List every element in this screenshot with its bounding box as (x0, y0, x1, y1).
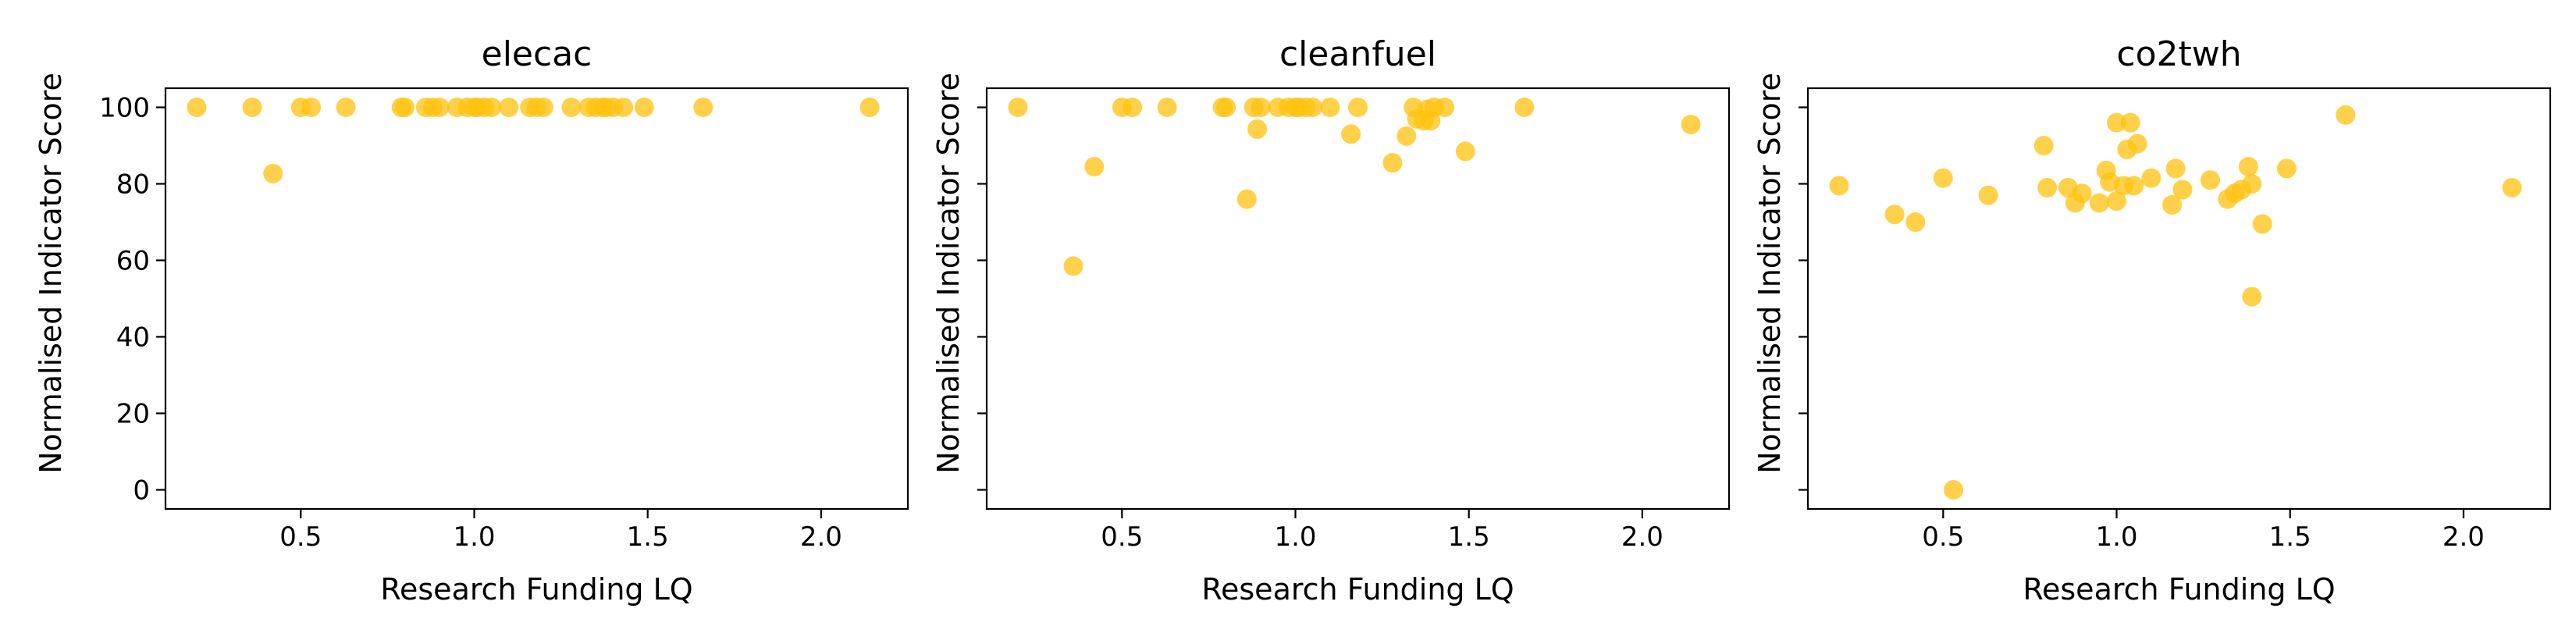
data-point (1063, 256, 1083, 276)
y-axis-label: Normalised Indicator Score (1752, 73, 1787, 474)
x-tick-label: 2.0 (2443, 521, 2485, 553)
data-point (2127, 133, 2147, 154)
data-point (242, 98, 262, 117)
x-tick-label: 1.5 (627, 521, 669, 553)
data-point (634, 98, 654, 117)
y-tick-label: 80 (116, 169, 150, 201)
data-point (1435, 98, 1455, 117)
y-axis-label: Normalised Indicator Score (34, 73, 68, 474)
axes-frame (164, 87, 909, 511)
data-point (1455, 141, 1475, 162)
data-point (1320, 98, 1340, 117)
x-tick-label: 0.5 (279, 521, 322, 553)
data-point (2276, 158, 2297, 179)
x-tick-label: 1.0 (2095, 521, 2137, 553)
data-point (1905, 212, 1926, 232)
data-point (2502, 177, 2522, 197)
x-tick-label: 1.5 (1448, 521, 1490, 553)
x-axis-label: Research Funding LQ (2023, 572, 2335, 607)
y-tick-label: 0 (133, 475, 150, 507)
data-point (1514, 98, 1535, 117)
axes-frame (985, 87, 1731, 511)
data-point (561, 98, 582, 117)
data-point (1251, 98, 1271, 117)
data-point (1382, 153, 1403, 173)
data-point (336, 98, 356, 117)
data-point (2124, 176, 2144, 196)
y-tick-label: 100 (99, 93, 150, 124)
data-point (2072, 183, 2092, 204)
data-point (2107, 112, 2126, 133)
panel-co2twh: co2twh Normalised Indicator Score Resear… (1752, 34, 2552, 607)
data-point (2336, 105, 2356, 125)
data-point (2120, 112, 2140, 133)
data-point (1978, 185, 1998, 205)
x-tick-label: 0.5 (1101, 521, 1143, 553)
x-tick-label: 1.0 (1274, 521, 1316, 553)
panel-title: cleanfuel (1279, 34, 1436, 74)
data-point (533, 98, 553, 117)
data-point (187, 98, 207, 117)
data-point (2033, 136, 2054, 155)
data-point (1829, 176, 1849, 196)
data-point (1397, 126, 1417, 146)
data-point (1157, 98, 1177, 117)
y-tick-label: 40 (116, 322, 150, 354)
data-point (2141, 168, 2161, 188)
data-point (1933, 168, 1953, 188)
y-tick-label: 20 (116, 399, 150, 430)
data-point (1341, 124, 1361, 144)
data-point (1681, 115, 1701, 134)
data-point (301, 98, 322, 117)
data-point (2201, 170, 2220, 190)
data-point (2089, 193, 2109, 213)
data-point (1236, 189, 1257, 209)
data-point (1084, 157, 1105, 176)
data-point (2165, 158, 2186, 179)
data-point (1348, 98, 1368, 117)
data-point (499, 98, 519, 117)
x-axis-label: Research Funding LQ (380, 572, 692, 607)
data-point (614, 98, 634, 117)
panel-title: co2twh (2116, 34, 2241, 74)
data-point (1123, 98, 1143, 117)
data-point (859, 98, 880, 117)
x-axis-label: Research Funding LQ (1201, 572, 1514, 607)
data-point (1216, 98, 1236, 117)
data-point (482, 98, 502, 117)
data-point (429, 98, 450, 117)
x-tick-label: 1.5 (2269, 521, 2311, 553)
data-point (1944, 480, 1964, 500)
data-point (2238, 157, 2258, 176)
data-point (2172, 180, 2193, 200)
data-point (1247, 119, 1268, 139)
axes-frame (1806, 87, 2552, 511)
y-axis-label: Normalised Indicator Score (931, 73, 966, 474)
data-point (1884, 205, 1905, 225)
data-point (693, 98, 713, 117)
x-tick-label: 2.0 (1621, 521, 1663, 553)
panel-cleanfuel: cleanfuel Normalised Indicator Score Res… (931, 34, 1731, 607)
x-tick-label: 1.0 (453, 521, 495, 553)
data-point (2242, 174, 2262, 194)
data-point (1303, 98, 1323, 117)
data-point (263, 163, 283, 183)
data-point (2037, 177, 2058, 197)
data-point (1008, 98, 1028, 117)
x-tick-label: 2.0 (800, 521, 842, 553)
y-tick-label: 60 (116, 246, 150, 277)
panel-elecac: elecac Normalised Indicator Score Resear… (34, 34, 909, 607)
data-point (2107, 191, 2126, 212)
data-point (2242, 286, 2262, 307)
data-points (1008, 98, 1701, 276)
data-points (1829, 105, 2522, 500)
data-point (2252, 214, 2272, 234)
x-tick-label: 0.5 (1922, 521, 1964, 553)
panel-title: elecac (482, 34, 592, 74)
data-points (187, 98, 880, 183)
data-point (395, 98, 415, 117)
data-point (2162, 194, 2183, 215)
